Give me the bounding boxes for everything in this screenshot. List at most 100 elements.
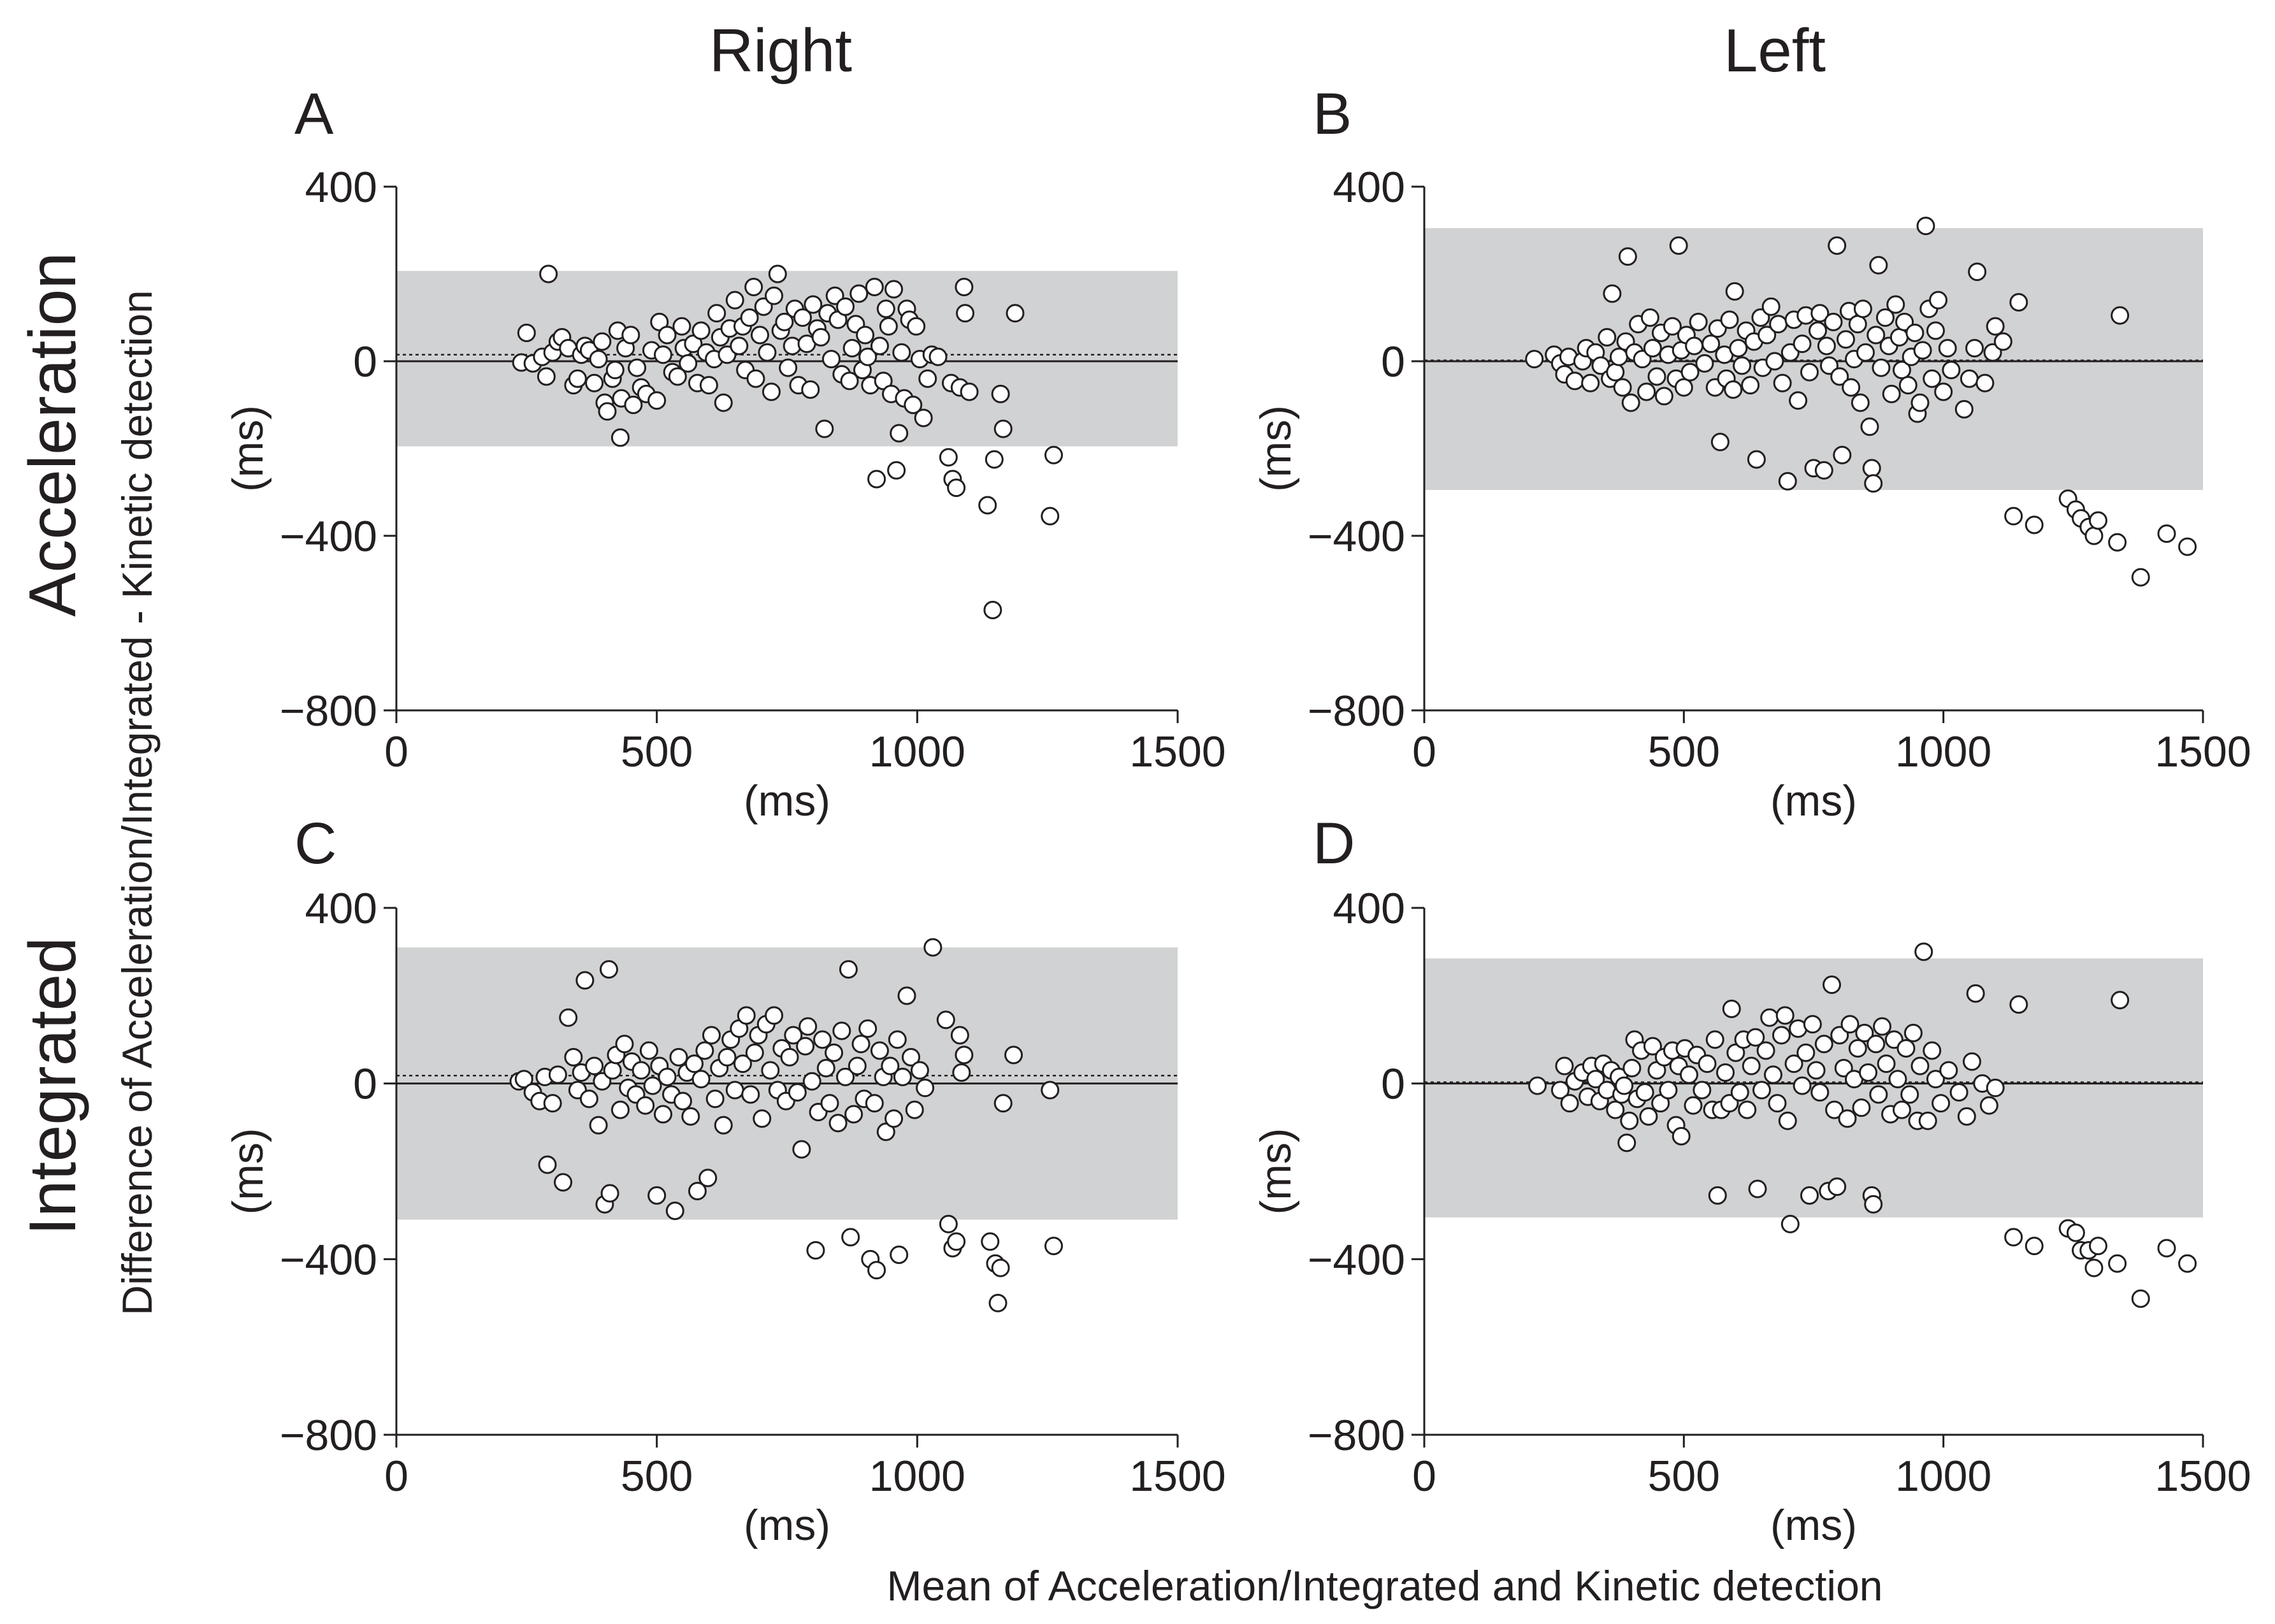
- data-point: [902, 1047, 921, 1067]
- data-point: [621, 326, 640, 345]
- x-tick-label: 500: [1648, 728, 1720, 776]
- data-point: [589, 1116, 608, 1135]
- data-point: [647, 391, 667, 410]
- data-point: [603, 1061, 622, 1080]
- data-point: [589, 350, 608, 369]
- data-point: [1886, 295, 1905, 314]
- data-point: [2088, 1237, 2107, 1256]
- data-point: [1581, 373, 1600, 392]
- x-tick-label: 0: [384, 1452, 408, 1500]
- data-point: [1716, 1063, 1735, 1082]
- data-point: [993, 1094, 1013, 1113]
- data-point: [1837, 330, 1856, 349]
- data-point: [702, 1026, 721, 1045]
- data-point: [1793, 334, 1812, 354]
- data-point: [2157, 1239, 2176, 1258]
- panel-letter: B: [1313, 82, 1352, 147]
- x-tick-label: 1500: [2155, 728, 2251, 776]
- data-point: [955, 278, 974, 297]
- data-point: [1705, 1030, 1724, 1049]
- data-point: [554, 1173, 573, 1192]
- data-point: [1825, 1100, 1844, 1119]
- data-point: [1004, 1046, 1023, 1065]
- data-point: [762, 382, 781, 401]
- data-point: [796, 1037, 815, 1056]
- x-axis-label: (ms): [1770, 1501, 1857, 1549]
- data-point: [575, 971, 595, 990]
- data-point: [1926, 321, 1945, 340]
- data-point: [1872, 358, 1891, 377]
- data-point: [1793, 1076, 1812, 1095]
- data-point: [1742, 1056, 1761, 1075]
- data-point: [691, 1070, 711, 1089]
- data-point: [765, 286, 784, 305]
- data-point: [658, 326, 677, 345]
- data-point: [1860, 417, 1879, 436]
- data-point: [1986, 1079, 2005, 1098]
- data-point: [1746, 1028, 1765, 1047]
- x-tick-label: 0: [1412, 728, 1436, 776]
- data-point: [784, 1026, 803, 1045]
- data-point: [1613, 378, 1632, 397]
- data-point: [761, 1061, 780, 1080]
- data-point: [1761, 297, 1780, 316]
- y-tick-label: 0: [353, 1060, 377, 1109]
- data-point: [605, 361, 625, 380]
- data-point: [1926, 1070, 1945, 1089]
- data-point: [1738, 1100, 1757, 1119]
- data-point: [1966, 984, 1985, 1003]
- data-point: [828, 1114, 848, 1133]
- data-point: [647, 1186, 667, 1205]
- x-tick-label: 1000: [1895, 728, 1991, 776]
- data-point: [1855, 1023, 1874, 1042]
- data-point: [514, 1070, 533, 1089]
- data-point: [1828, 236, 1847, 255]
- data-point: [2004, 1228, 2023, 1247]
- data-point: [714, 1116, 733, 1135]
- data-point: [1840, 1015, 1860, 1034]
- data-point: [1810, 304, 1830, 323]
- data-point: [1867, 1035, 1886, 1054]
- data-point: [1756, 1041, 1775, 1060]
- data-point: [836, 1067, 855, 1086]
- data-point: [1639, 1107, 1658, 1126]
- data-point: [1640, 308, 1659, 327]
- data-point: [615, 1035, 634, 1054]
- data-point: [1965, 338, 1984, 357]
- data-point: [688, 1182, 707, 1201]
- data-point: [679, 354, 698, 373]
- data-point: [2111, 991, 2130, 1010]
- data-point: [600, 1184, 619, 1203]
- y-tick-label: 400: [305, 163, 377, 212]
- data-point: [960, 382, 979, 401]
- data-point: [870, 336, 889, 356]
- data-point: [1643, 338, 1662, 357]
- data-point: [893, 1067, 912, 1086]
- data-point: [1621, 393, 1640, 412]
- y-tick-label: −800: [1308, 687, 1405, 735]
- data-point: [813, 1030, 832, 1049]
- data-point: [947, 478, 966, 498]
- data-point: [1823, 975, 1842, 995]
- data-point: [1896, 1039, 1916, 1058]
- data-point: [2111, 306, 2130, 325]
- data-point: [543, 1094, 562, 1113]
- data-point: [1910, 1056, 1930, 1075]
- data-point: [1833, 445, 1852, 464]
- data-point: [1814, 461, 1833, 480]
- data-point: [1842, 378, 1861, 397]
- data-point: [643, 1076, 662, 1095]
- data-point: [725, 1081, 744, 1100]
- data-point: [669, 1047, 688, 1067]
- data-point: [892, 343, 911, 362]
- data-point: [801, 380, 820, 399]
- data-point: [1949, 1082, 1968, 1102]
- data-point: [579, 1089, 598, 1109]
- data-point: [1853, 299, 1872, 319]
- x-tick-label: 500: [621, 1452, 693, 1500]
- data-point: [585, 1056, 604, 1075]
- row-title-acceleration: Acceleration: [16, 252, 90, 617]
- data-point: [779, 358, 798, 377]
